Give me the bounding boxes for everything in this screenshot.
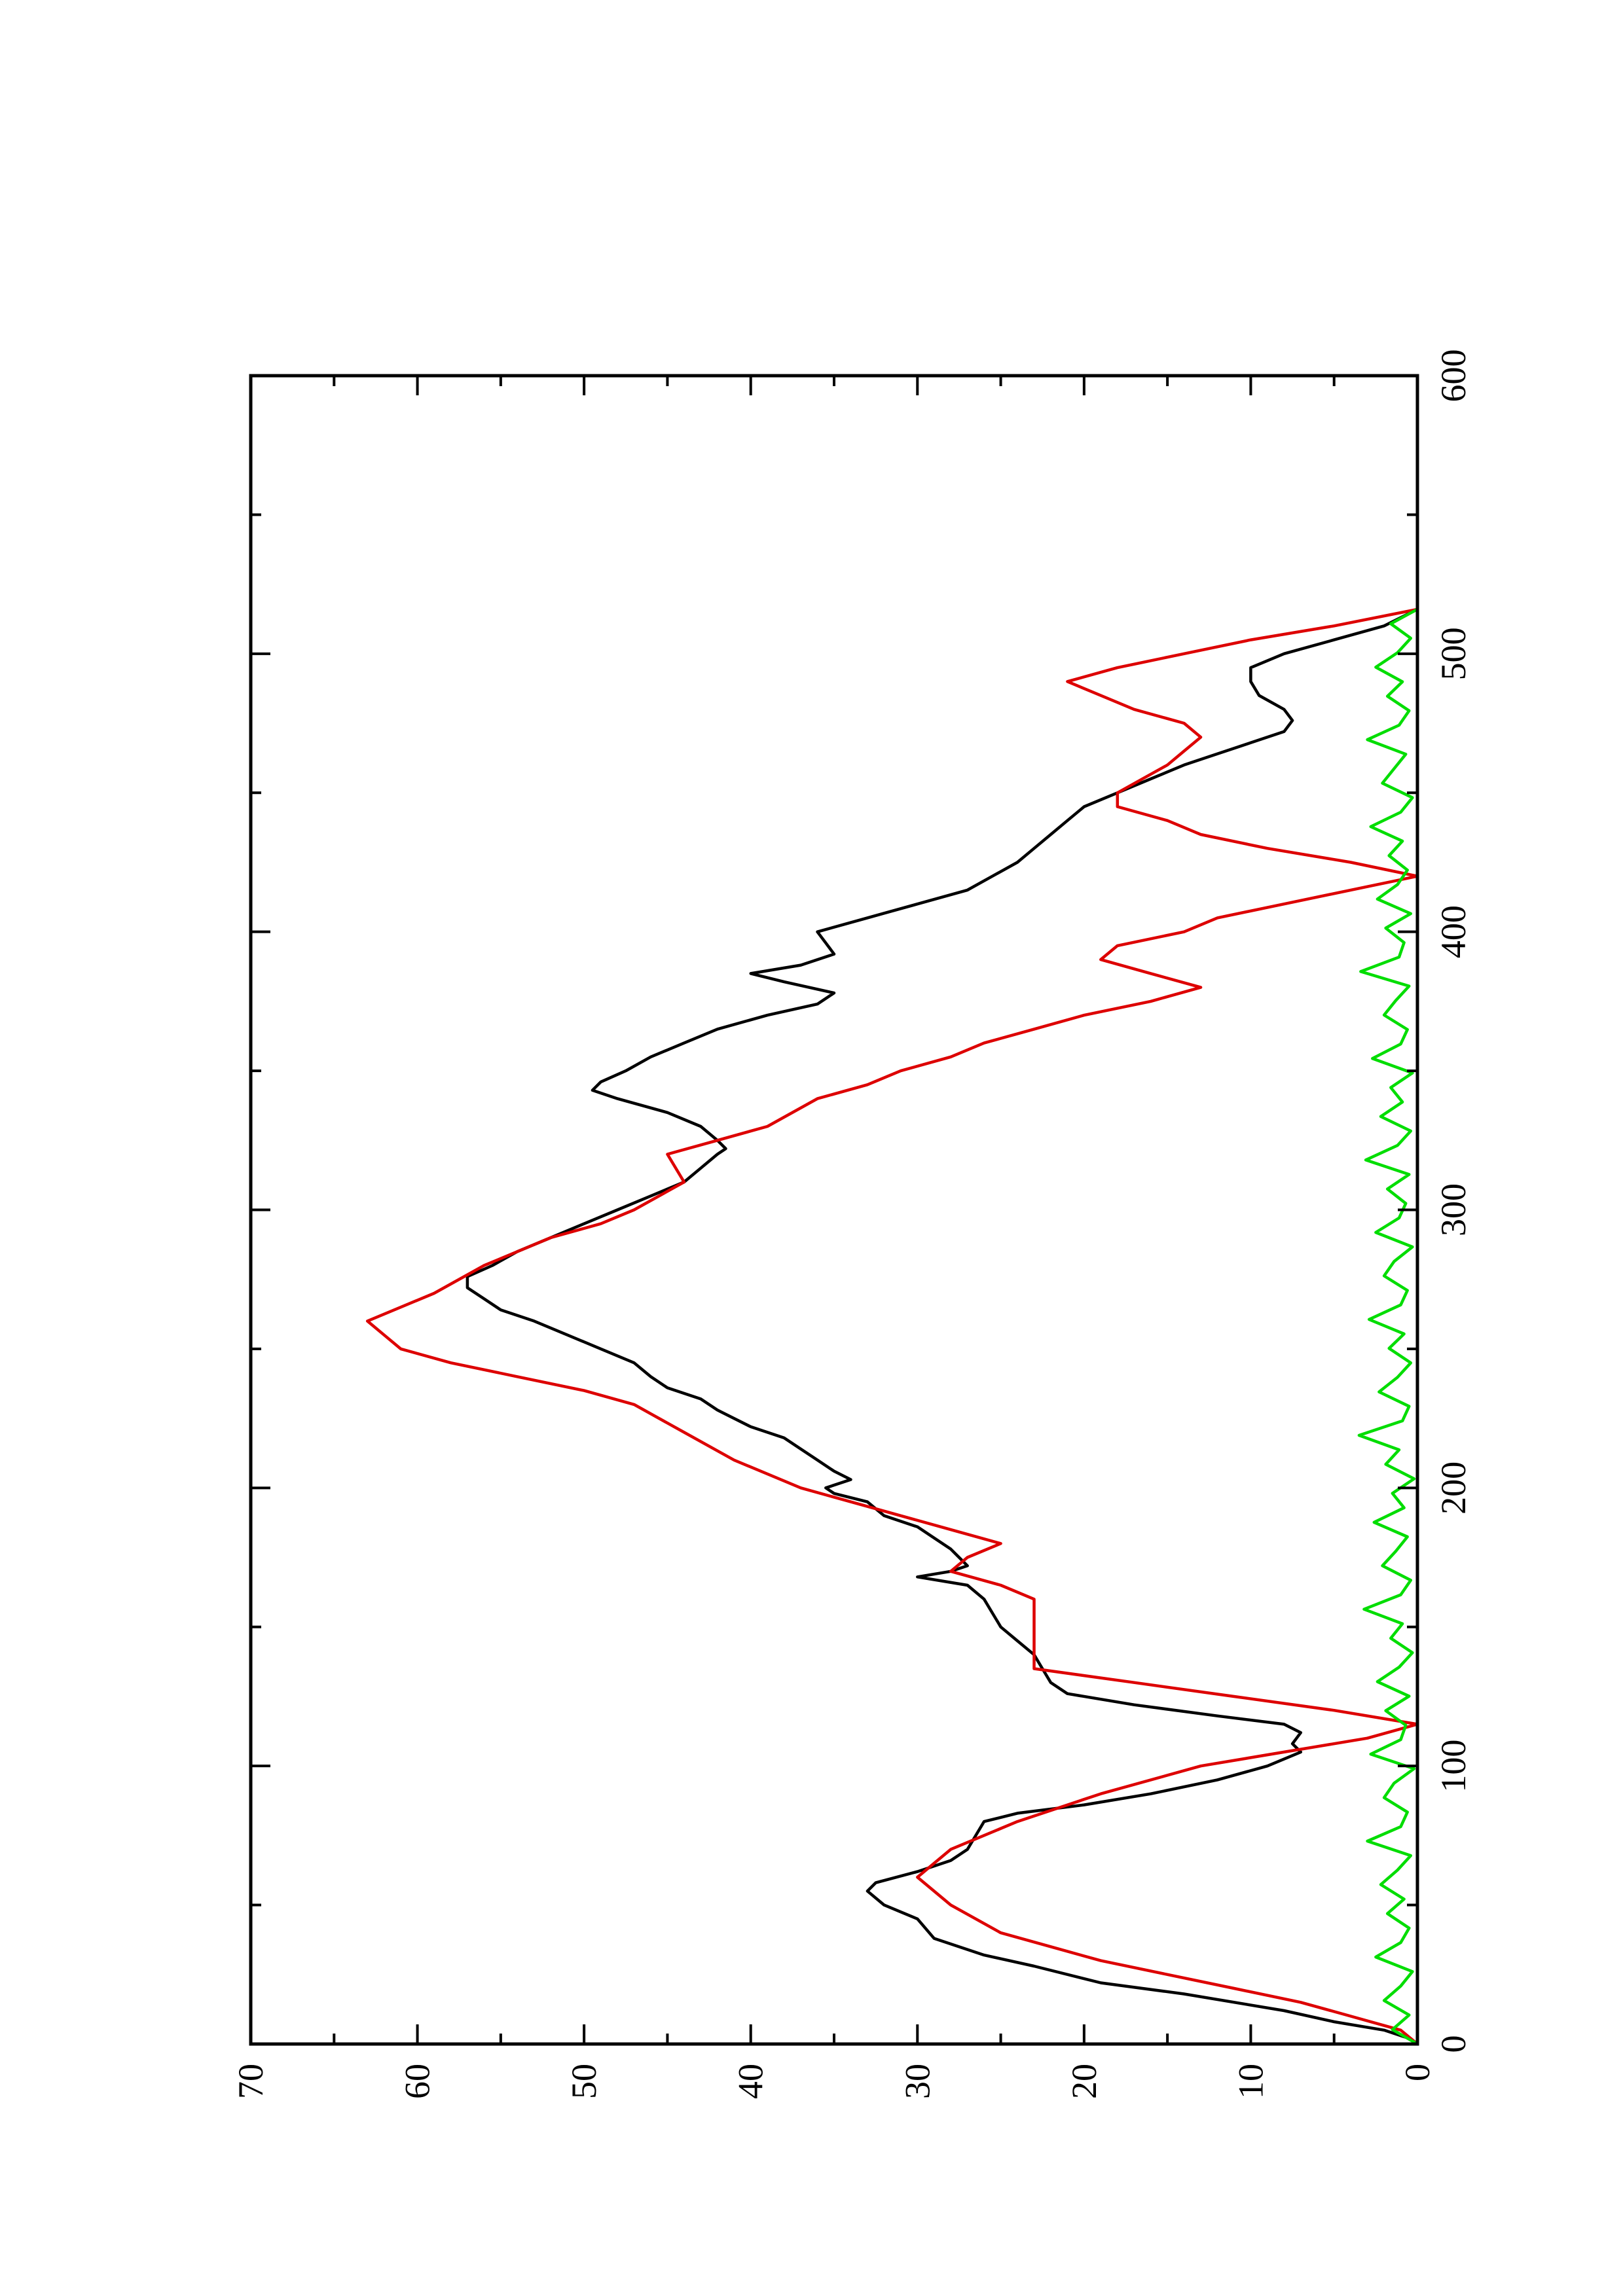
series-line-3 [1357, 607, 1419, 2045]
x-tick-label: 500 [1434, 627, 1473, 680]
y-tick-label: 50 [564, 2064, 604, 2099]
y-tick-label: 60 [398, 2064, 437, 2099]
plot-area: 0 100 200 300 400 500 600 0 10 20 30 40 50 60 70 [231, 350, 1473, 2100]
y-tick-label: 70 [231, 2064, 270, 2099]
series-line-2 [365, 607, 1419, 2045]
x-tick-label: 100 [1434, 1740, 1473, 1793]
x-tick-label: 400 [1434, 905, 1473, 958]
y-tick-label: 0 [1398, 2064, 1437, 2081]
y-tick-label: 20 [1065, 2064, 1104, 2099]
x-tick-label: 0 [1434, 2036, 1473, 2053]
x-tick-label: 600 [1434, 350, 1473, 403]
x-tick-label: 200 [1434, 1462, 1473, 1515]
x-tick-label: 300 [1434, 1183, 1473, 1236]
series-line-1 [465, 607, 1419, 2045]
y-tick-label: 30 [898, 2064, 937, 2099]
y-tick-label: 40 [731, 2064, 771, 2099]
y-tick-label: 10 [1231, 2064, 1270, 2099]
